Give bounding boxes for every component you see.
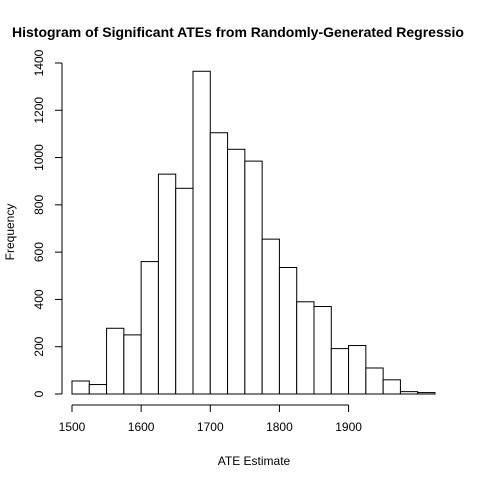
histogram-bar (192, 70, 211, 395)
y-tick-label: 600 (32, 242, 46, 262)
y-tick-label: 200 (32, 336, 46, 356)
y-tick-label: 0 (32, 390, 46, 397)
x-tick-label: 1900 (335, 420, 362, 434)
histogram-bar (278, 267, 298, 395)
histogram-bar (244, 160, 263, 395)
histogram-bar (140, 261, 159, 395)
histogram-bar (175, 187, 194, 395)
histogram-bars (71, 70, 436, 395)
histogram-bar (227, 148, 246, 395)
y-axis-label: Frequency (3, 204, 17, 261)
y-tick-label: 1400 (32, 49, 46, 76)
histogram-bar (123, 334, 142, 395)
y-axis: 0 200 400 600 800 1000 1200 1400 (32, 49, 63, 397)
chart-title: Histogram of Significant ATEs from Rando… (12, 24, 464, 40)
histogram-bar (106, 327, 125, 395)
x-tick-label: 1600 (128, 420, 155, 434)
y-tick-label: 1000 (32, 144, 46, 171)
x-tick-label: 1800 (266, 420, 293, 434)
histogram-bar (71, 380, 90, 395)
histogram-bar (399, 391, 419, 395)
histogram-bar (348, 345, 367, 395)
histogram-bar (261, 238, 280, 395)
histogram-bar (157, 173, 177, 395)
histogram-bar (417, 392, 436, 395)
histogram-bar (209, 132, 229, 395)
y-tick-label: 800 (32, 195, 46, 215)
y-tick-label: 1200 (32, 97, 46, 124)
histogram-bar (382, 379, 401, 395)
x-axis: 1500 1600 1700 1800 1900 (59, 404, 362, 434)
histogram-bar (365, 367, 384, 395)
histogram-bar (313, 306, 332, 395)
x-tick-label: 1700 (197, 420, 224, 434)
y-tick-label: 400 (32, 289, 46, 309)
x-axis-label: ATE Estimate (218, 454, 291, 468)
histogram-bar (296, 301, 315, 395)
x-tick-label: 1500 (59, 420, 86, 434)
histogram-bar (330, 348, 350, 395)
histogram-bar (88, 384, 108, 395)
